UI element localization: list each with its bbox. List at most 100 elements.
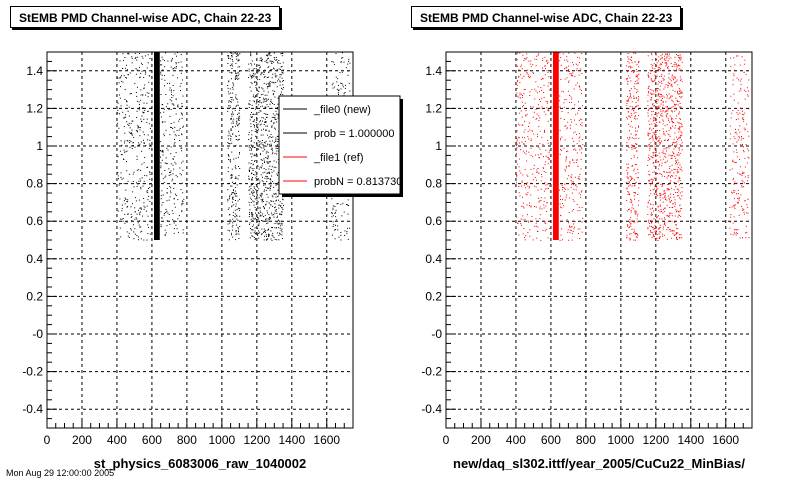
data-point — [672, 154, 674, 156]
data-point — [334, 211, 336, 213]
data-point — [744, 157, 746, 159]
data-point — [258, 188, 260, 190]
data-point — [229, 159, 231, 161]
data-point — [531, 89, 533, 91]
data-point — [266, 59, 268, 61]
data-point — [659, 163, 661, 165]
data-point — [633, 185, 635, 187]
data-point — [534, 176, 536, 178]
data-point — [274, 90, 276, 92]
data-point — [729, 169, 731, 171]
data-point — [177, 105, 179, 107]
data-point — [132, 120, 134, 122]
data-point — [521, 141, 523, 143]
data-point — [542, 167, 544, 169]
data-point — [271, 175, 273, 177]
data-point — [231, 68, 233, 69]
data-point — [235, 72, 237, 74]
data-point — [656, 185, 658, 187]
data-point — [545, 155, 547, 157]
data-point — [537, 136, 538, 138]
data-point — [676, 68, 677, 70]
data-point — [268, 143, 270, 145]
data-point — [227, 85, 229, 86]
data-point — [658, 215, 659, 217]
data-point — [672, 111, 674, 113]
data-point — [228, 132, 230, 134]
data-point — [681, 61, 683, 63]
data-point — [251, 213, 253, 215]
data-point — [141, 230, 143, 232]
data-point — [664, 62, 666, 64]
data-point — [252, 220, 254, 222]
data-point — [265, 229, 267, 231]
data-point — [631, 66, 633, 68]
data-point — [279, 213, 281, 215]
data-point — [252, 113, 254, 115]
data-point — [661, 152, 663, 154]
data-point — [263, 128, 264, 130]
data-point — [126, 104, 128, 106]
data-point — [177, 52, 178, 54]
data-point — [282, 72, 284, 74]
data-point — [667, 108, 669, 110]
data-point — [664, 192, 665, 194]
data-point — [248, 146, 250, 148]
data-point — [233, 158, 235, 160]
data-point — [234, 209, 236, 211]
data-point — [516, 216, 518, 218]
data-point — [147, 199, 149, 201]
data-point — [265, 189, 267, 191]
data-point — [262, 117, 264, 119]
data-point — [658, 227, 660, 229]
data-point — [661, 80, 662, 82]
data-point — [518, 75, 520, 77]
data-point — [626, 100, 628, 102]
data-point — [655, 177, 657, 179]
data-point — [663, 88, 665, 90]
data-point — [248, 139, 250, 140]
data-point — [516, 182, 518, 184]
data-point — [662, 183, 664, 185]
data-point — [282, 52, 284, 54]
data-point — [122, 218, 124, 219]
data-point — [231, 96, 233, 98]
data-point — [254, 187, 256, 189]
data-point — [530, 182, 532, 184]
data-point — [631, 57, 633, 58]
data-point — [134, 53, 136, 54]
data-point — [252, 177, 253, 179]
data-point — [537, 154, 539, 156]
data-point — [266, 238, 268, 240]
data-point — [237, 207, 239, 209]
data-point — [137, 127, 139, 129]
x-tick-label: 0 — [443, 433, 450, 447]
data-point — [232, 215, 234, 216]
data-point — [231, 192, 233, 194]
data-point — [231, 205, 233, 207]
data-point — [136, 235, 138, 237]
data-point — [249, 197, 251, 199]
data-point — [143, 198, 145, 199]
data-point — [174, 67, 176, 69]
data-point — [181, 204, 183, 206]
data-point — [658, 93, 660, 95]
data-point — [628, 167, 629, 169]
data-point — [564, 59, 566, 61]
data-point — [248, 63, 250, 65]
data-point — [627, 178, 629, 180]
data-point — [680, 68, 682, 70]
data-point — [677, 166, 679, 168]
data-point — [232, 218, 234, 220]
data-point — [277, 182, 279, 183]
data-point — [261, 194, 263, 196]
data-point — [141, 55, 143, 57]
y-tick-label: -0 — [431, 327, 442, 341]
data-point — [660, 103, 662, 105]
data-point — [740, 83, 742, 85]
data-point — [124, 222, 126, 224]
data-point — [629, 238, 631, 240]
data-point — [547, 101, 548, 103]
data-point — [134, 207, 136, 209]
data-point — [667, 81, 669, 83]
